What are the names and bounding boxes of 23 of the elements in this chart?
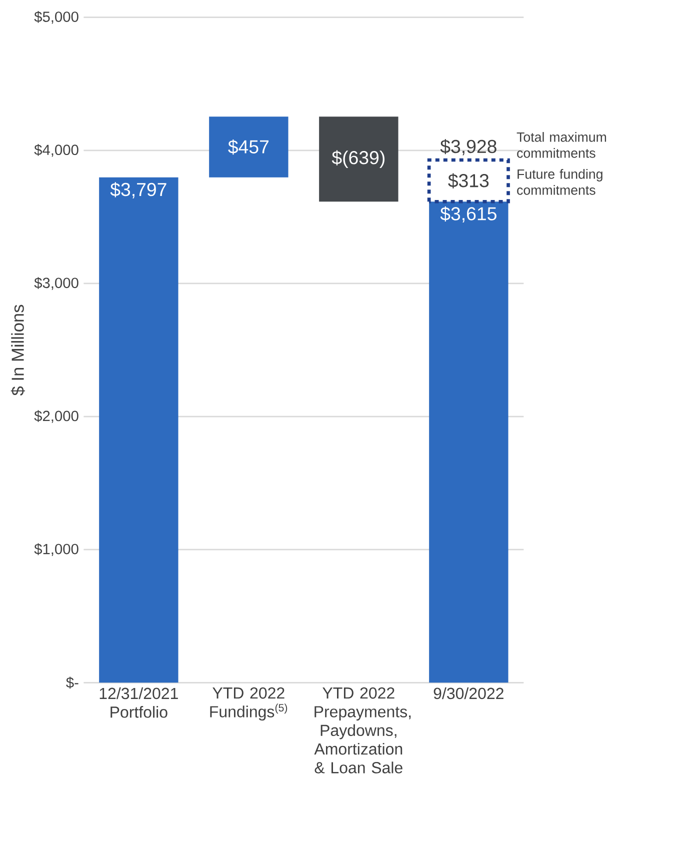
y-tick-label: $5,000 <box>34 10 78 24</box>
y-tick-label: $3,000 <box>34 277 78 290</box>
x-tick-label: 12/31/2021 Portfolio <box>100 687 178 718</box>
data-label: $3,615 <box>440 206 496 223</box>
x-tick-label: YTD 2022 Fundings$^{(5)}$ <box>210 687 288 721</box>
data-label: $313 <box>448 173 489 188</box>
annotation: Total maximum commitments <box>516 132 606 158</box>
y-tick-label: $4,000 <box>34 144 78 157</box>
y-tick-label: $- <box>66 676 78 689</box>
x-tick-label: 9/30/2022 <box>434 687 504 700</box>
bar <box>429 202 508 683</box>
bar <box>209 116 288 178</box>
annotation: Future funding commitments <box>517 169 602 195</box>
y-axis-title: $ In Millions <box>10 304 25 396</box>
bar <box>319 116 398 202</box>
y-tick-label: $1,000 <box>34 543 78 556</box>
bar <box>99 177 178 683</box>
data-label: $(639) <box>332 150 384 168</box>
data-label: $3,797 <box>110 182 166 198</box>
y-tick-label: $2,000 <box>34 410 78 423</box>
x-tick-label: YTD 2022 Prepayments, Paydowns, Amortization & Loan Sale <box>314 687 411 774</box>
data-label: $457 <box>228 139 268 155</box>
annotation: $3,928 <box>440 139 496 156</box>
